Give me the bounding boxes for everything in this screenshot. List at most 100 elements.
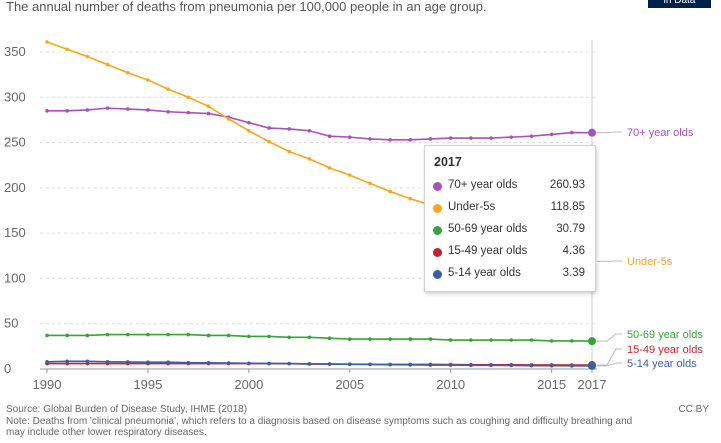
legend-dot-icon [433, 204, 442, 213]
data-point [186, 360, 191, 365]
data-point [105, 332, 110, 337]
chart-subtitle: The annual number of deaths from pneumon… [6, 0, 487, 14]
data-point [549, 363, 554, 368]
data-point [166, 87, 170, 91]
data-point [45, 333, 49, 338]
label-connector [597, 333, 622, 342]
x-tick-label: 2000 [234, 377, 263, 392]
data-point [388, 138, 392, 142]
data-point [45, 40, 49, 44]
data-point [247, 334, 251, 339]
data-point [327, 336, 332, 341]
data-point [307, 335, 312, 340]
data-point [307, 157, 312, 161]
data-point [186, 332, 191, 337]
note-text: Note: Deaths from 'clinical pneumonia', … [6, 415, 633, 439]
series-lines [45, 40, 596, 370]
data-point [146, 78, 150, 82]
y-tick-label: 150 [4, 225, 26, 240]
data-point [428, 363, 433, 367]
data-point [509, 338, 514, 342]
data-point [307, 362, 312, 366]
data-point [408, 337, 413, 341]
data-point [226, 117, 231, 121]
data-point [588, 361, 596, 370]
y-tick-label: 100 [4, 270, 26, 285]
data-point [146, 108, 150, 112]
tooltip-series-name: Under-5s [448, 201, 496, 213]
data-point [388, 337, 392, 341]
data-point [186, 95, 191, 100]
data-point [347, 337, 352, 341]
data-point [489, 338, 493, 342]
data-point [287, 127, 292, 131]
tooltip-series-name: 70+ year olds [448, 179, 518, 191]
tooltip-row: Under-5s 118.85 [433, 200, 585, 220]
data-point [469, 363, 473, 368]
data-point [509, 135, 514, 139]
data-point [388, 189, 392, 194]
data-point [428, 337, 433, 341]
data-point [166, 332, 170, 337]
data-point [448, 363, 453, 367]
data-point [247, 361, 251, 366]
y-tick-label: 0 [4, 361, 11, 376]
brand-badge[interactable]: in Data [648, 0, 711, 8]
data-point [448, 136, 453, 140]
tooltip-row: 5-14 year olds 3.39 [433, 266, 585, 286]
data-point [85, 54, 90, 59]
data-point [45, 109, 49, 113]
series-end-label: 70+ year olds [627, 127, 694, 139]
y-tick-label: 350 [4, 44, 26, 59]
data-point [125, 332, 130, 337]
y-tick-label: 50 [4, 316, 18, 331]
label-connector [597, 362, 622, 367]
data-point [570, 130, 574, 135]
data-point [408, 138, 413, 142]
source-text[interactable]: Source: Global Burden of Disease Study, … [6, 404, 248, 415]
series-line [47, 333, 593, 342]
data-point [206, 333, 211, 338]
data-point [226, 333, 231, 338]
license-link[interactable]: CC BY [678, 404, 709, 415]
data-point [125, 71, 130, 75]
x-tick-label: 2010 [436, 377, 465, 392]
series-line [46, 360, 593, 367]
data-point [570, 364, 574, 368]
data-point [529, 363, 534, 368]
chart-source-note: Source: Global Burden of Disease Study, … [6, 404, 646, 439]
data-point [347, 135, 352, 139]
x-tick-label: 1995 [133, 377, 162, 392]
data-point [388, 362, 392, 367]
data-point [287, 335, 292, 340]
tooltip-value: 30.79 [556, 223, 585, 235]
data-point [368, 181, 372, 186]
series-line [47, 107, 593, 141]
data-point [428, 137, 433, 141]
data-point [368, 137, 372, 141]
data-point [267, 126, 271, 130]
data-point [186, 110, 191, 115]
x-tick-label: 2005 [335, 377, 364, 392]
data-point [368, 362, 372, 367]
tooltip-row: 70+ year olds 260.93 [433, 178, 585, 198]
data-point [489, 363, 493, 368]
data-point [327, 134, 332, 139]
data-point [247, 128, 251, 133]
data-point [85, 108, 90, 112]
data-point [287, 149, 292, 154]
series-end-label: 50-69 year olds [627, 329, 703, 341]
data-point [146, 332, 150, 337]
line-chart[interactable]: 0 50 100 150 200 250 300 350 1990 1995 2000 2005 20… [0, 0, 721, 400]
hover-tooltip: 2017 70+ year olds 260.93 Under-5s 118.85 50… [424, 145, 596, 292]
data-point [206, 361, 211, 365]
data-point [65, 359, 69, 364]
data-point [125, 360, 130, 364]
legend-dot-icon [433, 270, 442, 279]
data-point [65, 109, 69, 113]
data-point [588, 337, 596, 346]
data-point [469, 136, 473, 140]
tooltip-series-name: 50-69 year olds [448, 223, 528, 235]
data-point [347, 173, 352, 177]
x-tick-label: 2015 [537, 377, 566, 392]
